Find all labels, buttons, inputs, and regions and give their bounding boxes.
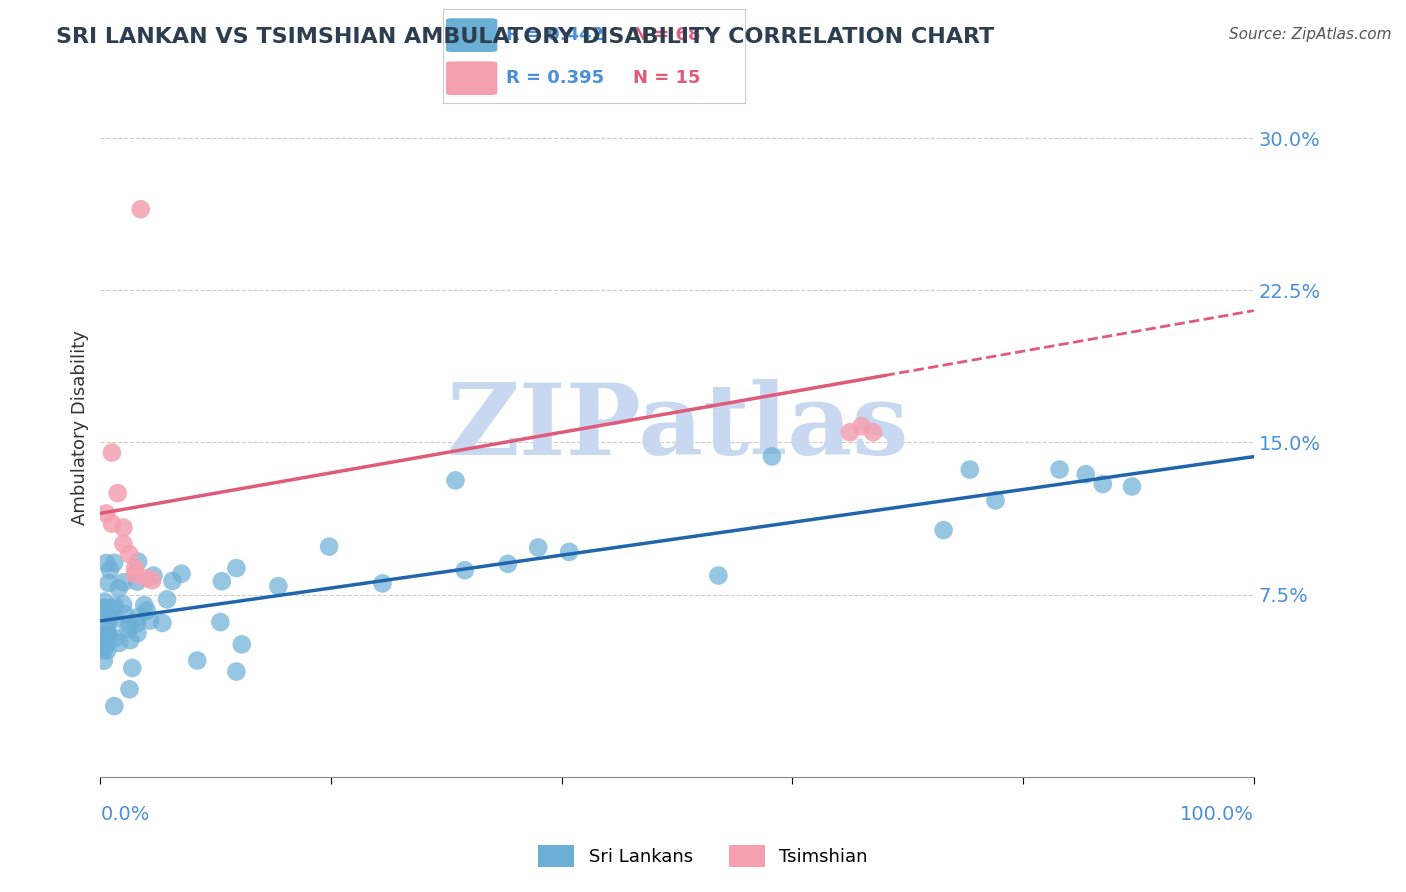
Point (101, 516, 124, 531)
Point (97, 576, 120, 591)
Text: ZIPatlas: ZIPatlas (446, 379, 908, 475)
Point (1091, 477, 1114, 491)
Point (371, 576, 394, 591)
Point (231, 637, 253, 651)
Point (225, 665, 247, 679)
Point (118, 618, 141, 632)
Text: Source: ZipAtlas.com: Source: ZipAtlas.com (1229, 27, 1392, 42)
Point (103, 556, 125, 570)
Point (707, 568, 730, 582)
Point (170, 566, 193, 581)
Point (104, 631, 127, 645)
Point (209, 615, 232, 629)
Point (156, 592, 179, 607)
Point (93, 594, 115, 608)
Point (959, 462, 981, 476)
Point (107, 486, 129, 500)
Point (454, 563, 477, 577)
FancyBboxPatch shape (446, 62, 498, 95)
Point (101, 601, 124, 615)
Point (127, 574, 149, 589)
Point (125, 616, 148, 631)
Point (94, 639, 117, 653)
Point (112, 598, 135, 612)
Point (839, 425, 862, 440)
Point (318, 540, 340, 554)
Point (135, 604, 157, 618)
Point (96, 624, 118, 639)
Point (97, 628, 120, 642)
Point (94, 507, 117, 521)
Point (152, 615, 174, 630)
Point (932, 523, 955, 537)
Point (118, 682, 141, 697)
Point (851, 419, 873, 434)
Legend: Sri Lankans, Tsimshian: Sri Lankans, Tsimshian (531, 838, 875, 874)
Point (117, 622, 139, 636)
Point (527, 541, 550, 555)
Point (101, 445, 124, 459)
Point (121, 661, 143, 675)
Point (124, 561, 146, 575)
Point (98, 609, 121, 624)
Point (141, 574, 163, 588)
Point (93, 600, 115, 615)
Point (1074, 467, 1097, 482)
Point (211, 574, 233, 589)
Point (104, 599, 127, 613)
Point (267, 579, 290, 593)
Point (118, 547, 141, 561)
Point (1121, 479, 1143, 493)
Point (984, 493, 1007, 508)
Point (104, 611, 127, 625)
Point (142, 568, 165, 582)
Text: N = 68: N = 68 (633, 26, 702, 44)
Point (98, 563, 121, 577)
Point (120, 633, 142, 648)
Point (112, 520, 135, 534)
Point (444, 474, 467, 488)
Point (186, 653, 208, 667)
Point (761, 450, 783, 464)
Point (496, 557, 519, 571)
Point (93, 601, 115, 615)
Text: N = 15: N = 15 (633, 70, 700, 87)
Point (862, 425, 884, 440)
Point (97, 615, 120, 630)
Point (93, 654, 115, 668)
Point (103, 699, 125, 714)
Point (124, 567, 146, 582)
Point (162, 574, 184, 588)
Point (128, 609, 150, 624)
Y-axis label: Ambulatory Disability: Ambulatory Disability (72, 330, 89, 524)
Point (108, 636, 131, 650)
Point (112, 575, 135, 590)
Point (97, 632, 120, 646)
Point (112, 537, 135, 551)
Text: R = 0.442: R = 0.442 (506, 26, 605, 44)
Text: R = 0.395: R = 0.395 (506, 70, 605, 87)
Point (129, 202, 152, 217)
Point (127, 626, 149, 640)
Point (134, 598, 156, 612)
FancyBboxPatch shape (446, 18, 498, 52)
Point (135, 571, 157, 585)
Point (96, 556, 118, 570)
Point (139, 614, 162, 628)
Text: 100.0%: 100.0% (1180, 805, 1254, 824)
Point (93, 643, 115, 657)
Point (96, 643, 118, 657)
Point (127, 555, 149, 569)
Point (1049, 462, 1071, 476)
Point (93, 628, 115, 642)
Text: SRI LANKAN VS TSIMSHIAN AMBULATORY DISABILITY CORRELATION CHART: SRI LANKAN VS TSIMSHIAN AMBULATORY DISAB… (56, 27, 994, 46)
Text: 0.0%: 0.0% (100, 805, 149, 824)
Point (114, 607, 136, 622)
Point (558, 545, 581, 559)
Point (225, 561, 247, 575)
Point (107, 581, 129, 595)
